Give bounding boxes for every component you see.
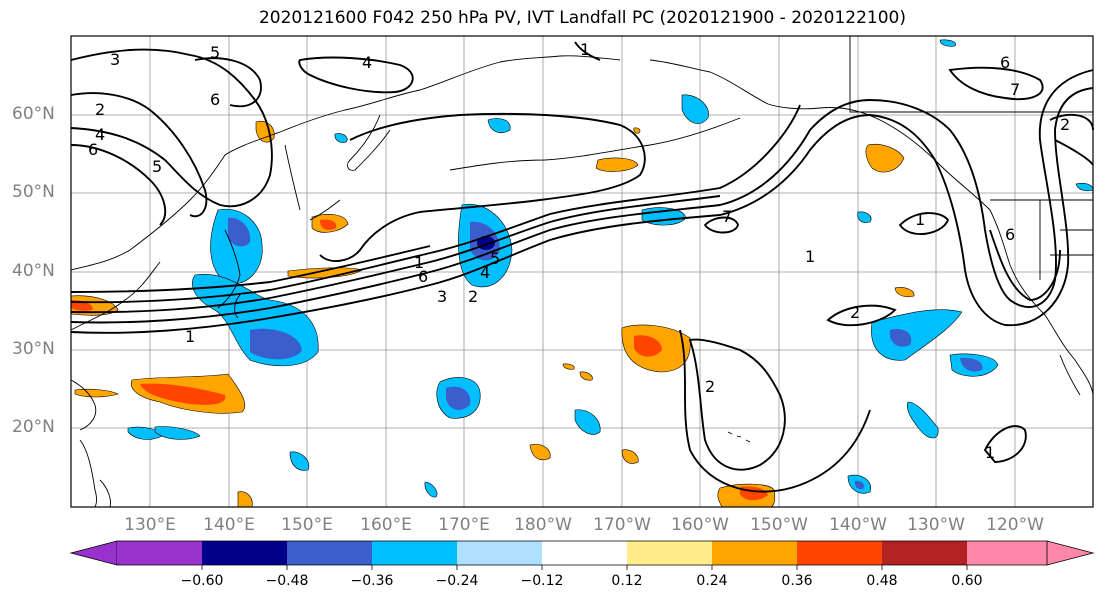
lon-label: 150°E [281, 515, 333, 535]
colorbar-tick-label: 0.60 [951, 573, 982, 589]
colorbar-tick-label: −0.12 [521, 573, 564, 589]
colorbar-segment [202, 541, 287, 565]
colorbar-segment [457, 541, 542, 565]
lon-label: 130°E [124, 515, 176, 535]
colorbar-extend-high [1047, 541, 1093, 565]
colorbar-segment [117, 541, 202, 565]
contour-label: 1 [414, 253, 424, 272]
lon-label: 170°E [438, 515, 490, 535]
contour-label: 5 [210, 43, 220, 62]
colorbar-segment [627, 541, 712, 565]
contour-label: 3 [110, 50, 120, 69]
contour-label: 5 [152, 157, 162, 176]
lon-label: 160°E [360, 515, 412, 535]
contour-label: 2 [850, 303, 860, 322]
lon-label: 140°W [829, 515, 887, 535]
contour-label: 1 [805, 247, 815, 266]
colorbar-segment [797, 541, 882, 565]
colorbar-tick-label: 0.24 [696, 573, 727, 589]
contour-label: 1 [985, 443, 995, 462]
colorbar-segment [882, 541, 967, 565]
colorbar-segment [542, 541, 627, 565]
contour-label: 1 [915, 210, 925, 229]
colorbar-segment [712, 541, 797, 565]
contour-label: 1 [580, 40, 590, 59]
colorbar-tick-label: −0.24 [436, 573, 479, 589]
lon-label: 130°W [907, 515, 965, 535]
contour-label: 3 [437, 287, 447, 306]
colorbar-tick-label: −0.48 [266, 573, 309, 589]
contour-label: 5 [490, 249, 500, 268]
contour-label: 2 [1060, 115, 1070, 134]
map-figure: 1 2 3 4 5 6 1 2 2 1 7 1 6 7 6 4 3 5 2 4 … [0, 0, 1105, 601]
contour-label: 2 [705, 377, 715, 396]
lon-label: 170°W [593, 515, 651, 535]
lon-label: 140°E [203, 515, 255, 535]
lat-label: 20°N [12, 417, 55, 437]
lat-label: 30°N [12, 339, 55, 359]
map-panel: 1 2 3 4 5 6 1 2 2 1 7 1 6 7 6 4 3 5 2 4 … [71, 36, 1093, 507]
contour-label: 6 [1005, 225, 1015, 244]
lon-label: 180°W [514, 515, 572, 535]
lon-label: 150°W [750, 515, 808, 535]
colorbar-extend-low [71, 541, 117, 565]
contour-label: 6 [1000, 53, 1010, 72]
contour-label: 6 [210, 90, 220, 109]
contour-label: 6 [88, 140, 98, 159]
colorbar-tick-label: −0.36 [351, 573, 394, 589]
contour-label: 4 [480, 263, 490, 282]
colorbar-segment [967, 541, 1047, 565]
colorbar-segment [372, 541, 457, 565]
lat-label: 40°N [12, 261, 55, 281]
colorbar [71, 541, 1093, 570]
contour-label: 4 [362, 53, 372, 72]
contour-label: 7 [722, 207, 732, 226]
contour-label: 7 [1010, 80, 1020, 99]
lon-label: 120°W [986, 515, 1044, 535]
contour-label: 2 [95, 100, 105, 119]
colorbar-tick-label: 0.48 [866, 573, 897, 589]
colorbar-segment [287, 541, 372, 565]
contour-label: 2 [468, 287, 478, 306]
lat-label: 60°N [12, 104, 55, 124]
contour-label: 1 [185, 327, 195, 346]
colorbar-tick-label: 0.36 [781, 573, 812, 589]
colorbar-tick-label: −0.60 [181, 573, 224, 589]
lon-label: 160°W [671, 515, 729, 535]
lat-label: 50°N [12, 182, 55, 202]
colorbar-tick-label: 0.12 [611, 573, 642, 589]
